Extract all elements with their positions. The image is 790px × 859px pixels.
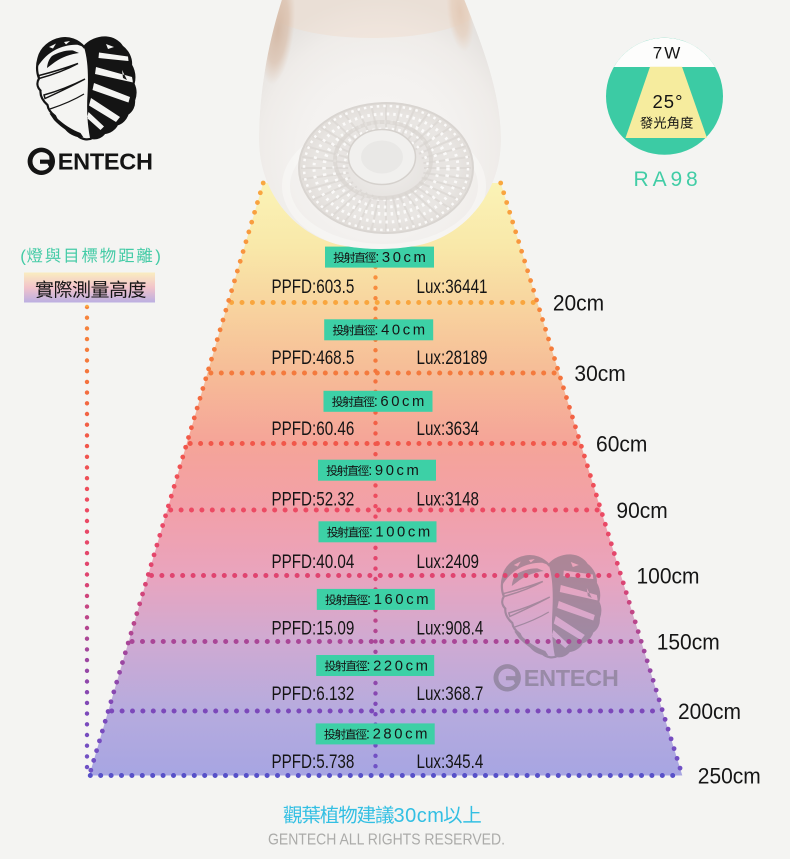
svg-text:250cm: 250cm	[698, 763, 761, 788]
svg-text::90cm: :90cm	[368, 463, 421, 479]
svg-text:Lux:368.7: Lux:368.7	[417, 684, 484, 705]
svg-text:60cm: 60cm	[596, 431, 647, 456]
svg-text:Lux:908.4: Lux:908.4	[417, 619, 484, 640]
svg-text::30cm: :30cm	[375, 250, 428, 266]
svg-text:PPFD:60.46: PPFD:60.46	[272, 419, 355, 440]
svg-text:Lux:36441: Lux:36441	[417, 277, 488, 298]
svg-text:Lux:345.4: Lux:345.4	[417, 752, 484, 773]
svg-text:Lux:2409: Lux:2409	[417, 552, 480, 573]
svg-text:PPFD:5.738: PPFD:5.738	[272, 752, 355, 773]
svg-text:PPFD:6.132: PPFD:6.132	[272, 684, 355, 705]
svg-text::100cm: :100cm	[369, 525, 433, 541]
svg-text:PPFD:40.04: PPFD:40.04	[272, 552, 355, 573]
svg-text:PPFD:468.5: PPFD:468.5	[272, 348, 355, 369]
svg-text:PPFD:603.5: PPFD:603.5	[272, 277, 355, 298]
svg-text:Lux:3634: Lux:3634	[417, 419, 480, 440]
svg-text:20cm: 20cm	[553, 290, 604, 315]
svg-text::40cm: :40cm	[374, 323, 427, 339]
svg-text::60cm: :60cm	[374, 394, 427, 410]
svg-text:GENTECH ALL RIGHTS RESERVED.: GENTECH ALL RIGHTS RESERVED.	[268, 832, 505, 849]
svg-text:7W: 7W	[653, 44, 683, 63]
svg-text:ENTECH: ENTECH	[524, 665, 619, 691]
svg-text:RA98: RA98	[634, 168, 702, 191]
svg-text::280cm: :280cm	[366, 727, 430, 743]
svg-text:Lux:3148: Lux:3148	[417, 490, 480, 511]
svg-text:200cm: 200cm	[678, 699, 741, 724]
svg-text:30cm: 30cm	[394, 805, 445, 827]
svg-text:Lux:28189: Lux:28189	[417, 348, 488, 369]
svg-text:90cm: 90cm	[616, 498, 667, 523]
svg-text:ENTECH: ENTECH	[58, 148, 153, 174]
svg-text:(: (	[20, 247, 26, 266]
svg-text:PPFD:52.32: PPFD:52.32	[272, 490, 355, 511]
svg-text::220cm: :220cm	[366, 658, 430, 674]
svg-text:100cm: 100cm	[637, 563, 700, 588]
svg-text:30cm: 30cm	[574, 361, 625, 386]
svg-text::160cm: :160cm	[367, 592, 431, 608]
svg-text:PPFD:15.09: PPFD:15.09	[272, 619, 355, 640]
svg-text:150cm: 150cm	[657, 629, 720, 654]
svg-text:): )	[155, 247, 161, 266]
svg-text:25°: 25°	[653, 91, 684, 112]
